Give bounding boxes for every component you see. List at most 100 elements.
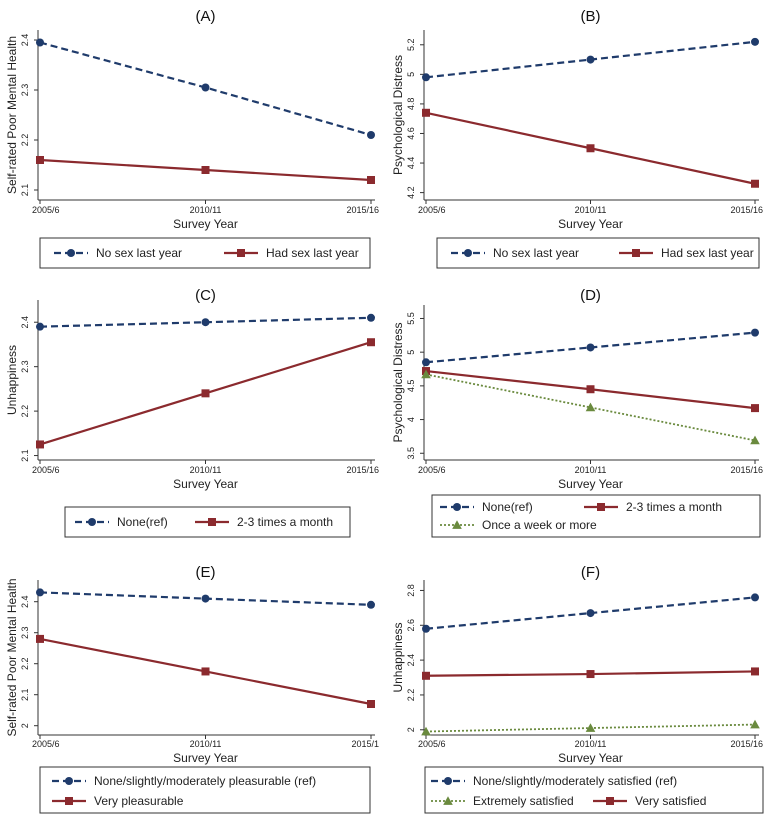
data-point <box>751 404 759 413</box>
y-tick-label: 4.4 <box>406 157 416 170</box>
series-no-sex-last-year <box>36 38 375 139</box>
data-point <box>36 38 44 47</box>
legend-item: Had sex last year <box>619 246 754 260</box>
data-point <box>36 322 44 331</box>
legend-marker <box>464 249 472 257</box>
legend-item: No sex last year <box>54 246 182 260</box>
series-once-a-week-or-more <box>421 369 760 445</box>
series-extremely-satisfied <box>421 719 760 736</box>
legend-marker <box>606 797 614 805</box>
data-point <box>586 55 595 64</box>
series-had-sex-last-year <box>422 108 759 188</box>
legend-marker <box>65 797 73 805</box>
legend-item: None/slightly/moderately pleasurable (re… <box>52 774 316 788</box>
chart-title: (D) <box>580 287 601 304</box>
x-tick-label: 2005/6 <box>32 465 60 475</box>
legend: None/slightly/moderately pleasurable (re… <box>39 766 371 814</box>
series-no-sex-last-year <box>422 37 759 82</box>
y-tick-label: 2.2 <box>406 689 416 702</box>
x-tick-label: 2005/6 <box>418 465 446 475</box>
data-point <box>586 343 595 352</box>
y-tick-label: 4.5 <box>406 380 416 393</box>
y-tick-label: 2.4 <box>20 34 30 47</box>
y-axis-label: Self-rated Poor Mental Health <box>5 578 19 736</box>
chart-panel-f: (F) 2 2.2 2.4 2.6 2.8 Unhappiness 2005/6 2010/11… <box>391 564 764 814</box>
data-point <box>367 176 375 184</box>
legend-marker <box>237 249 245 257</box>
x-axis-label: Survey Year <box>558 751 623 765</box>
legend: No sex last year Had sex last year <box>436 237 760 269</box>
data-point <box>422 624 430 633</box>
chart-title: (B) <box>581 8 601 25</box>
legend-box <box>431 494 761 538</box>
y-tick-label: 2.1 <box>20 688 30 701</box>
y-tick-label: 4 <box>406 417 416 422</box>
x-axis-label: Survey Year <box>558 477 623 491</box>
data-point <box>586 609 595 618</box>
x-axis-label: Survey Year <box>558 217 623 231</box>
legend-marker <box>67 249 75 257</box>
y-tick-label: 2.3 <box>20 360 30 373</box>
x-tick-label: 2010/11 <box>190 739 222 749</box>
x-tick-label: 2010/11 <box>575 205 607 215</box>
x-tick-label: 2010/11 <box>575 465 607 475</box>
x-tick-label: 2005/6 <box>32 205 60 215</box>
x-tick-label: 2010/11 <box>575 739 607 749</box>
data-point <box>367 338 375 347</box>
legend-item: None/slightly/moderately satisfied (ref) <box>431 774 677 788</box>
data-point <box>201 166 210 174</box>
y-axis-label: Unhappiness <box>5 345 19 415</box>
y-tick-label: 2.6 <box>406 619 416 632</box>
legend-box <box>39 237 371 269</box>
chart-title: (A) <box>196 8 216 25</box>
y-tick-label: 2.1 <box>20 449 30 462</box>
data-point <box>201 318 210 327</box>
x-tick-label: 2015/16 <box>346 465 379 475</box>
y-tick-label: 2 <box>20 723 30 728</box>
y-tick-label: 5 <box>406 350 416 355</box>
legend-label: No sex last year <box>96 246 182 260</box>
data-point <box>585 402 596 412</box>
data-point <box>422 358 430 367</box>
data-point <box>751 37 759 46</box>
data-point <box>36 588 44 597</box>
y-axis-label: Psychological Distress <box>391 55 405 175</box>
data-point <box>36 440 44 449</box>
chart-title: (E) <box>196 564 216 581</box>
legend-label: 2-3 times a month <box>237 515 333 529</box>
data-point <box>751 179 759 188</box>
y-tick-label: 2.4 <box>20 595 30 608</box>
y-tick-label: 2.2 <box>20 405 30 418</box>
x-axis-label: Survey Year <box>173 477 238 491</box>
legend-marker <box>208 518 216 526</box>
series-none-slightly-moderately-satisfied-ref <box>422 593 759 633</box>
data-point <box>36 634 44 643</box>
y-tick-label: 4.6 <box>406 127 416 140</box>
series-2-3-times-a-month <box>36 338 375 449</box>
data-point <box>367 313 375 322</box>
x-tick-label: 2005/6 <box>418 739 446 749</box>
y-tick-label: 2.8 <box>406 584 416 597</box>
legend: None(ref) 2-3 times a month <box>64 506 351 538</box>
legend: No sex last year Had sex last year <box>39 237 371 269</box>
legend-label: 2-3 times a month <box>626 500 722 514</box>
data-point <box>367 600 375 609</box>
y-tick-label: 5.5 <box>406 312 416 325</box>
chart-title: (C) <box>195 287 216 304</box>
y-axis-label: Self-rated Poor Mental Health <box>5 36 19 194</box>
y-tick-label: 2.1 <box>20 184 30 197</box>
data-point <box>751 593 759 602</box>
legend-marker <box>65 777 73 785</box>
data-point <box>201 389 210 398</box>
legend-label: No sex last year <box>493 246 579 260</box>
y-tick-label: 2 <box>406 727 416 732</box>
y-tick-label: 4.2 <box>406 186 416 199</box>
y-tick-label: 2.2 <box>20 134 30 147</box>
data-point <box>422 108 430 117</box>
series-none-ref <box>422 328 759 367</box>
y-tick-label: 2.4 <box>406 654 416 667</box>
legend-marker <box>632 249 640 257</box>
